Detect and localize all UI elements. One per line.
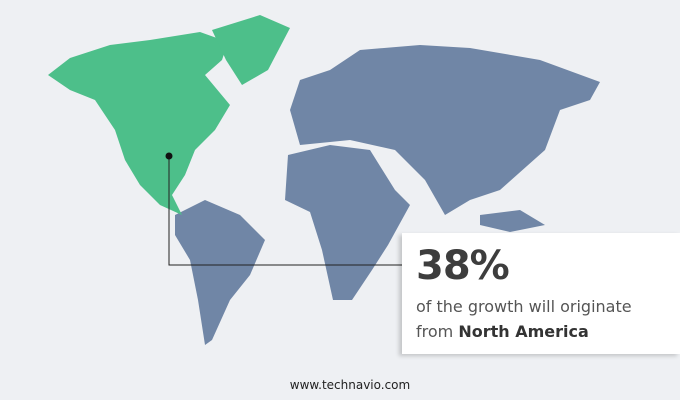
growth-percent: 38% xyxy=(416,243,510,289)
continent-africa xyxy=(285,145,410,300)
callout-line xyxy=(168,156,402,266)
continent-south-america xyxy=(175,200,265,345)
callout-text-line1: of the growth will originate xyxy=(416,297,632,316)
continent-eurasia xyxy=(290,45,600,215)
callout-prefix: from xyxy=(416,322,454,341)
islands-southeast-asia xyxy=(480,210,545,232)
continent-north-america xyxy=(48,32,230,215)
location-marker xyxy=(165,152,173,160)
callout-box: 38% of the growth will originate from No… xyxy=(402,233,680,354)
callout-region: North America xyxy=(458,322,589,341)
greenland xyxy=(212,15,290,85)
footer-website: www.technavio.com xyxy=(289,378,411,392)
callout-text-line2: from North America xyxy=(416,322,589,341)
